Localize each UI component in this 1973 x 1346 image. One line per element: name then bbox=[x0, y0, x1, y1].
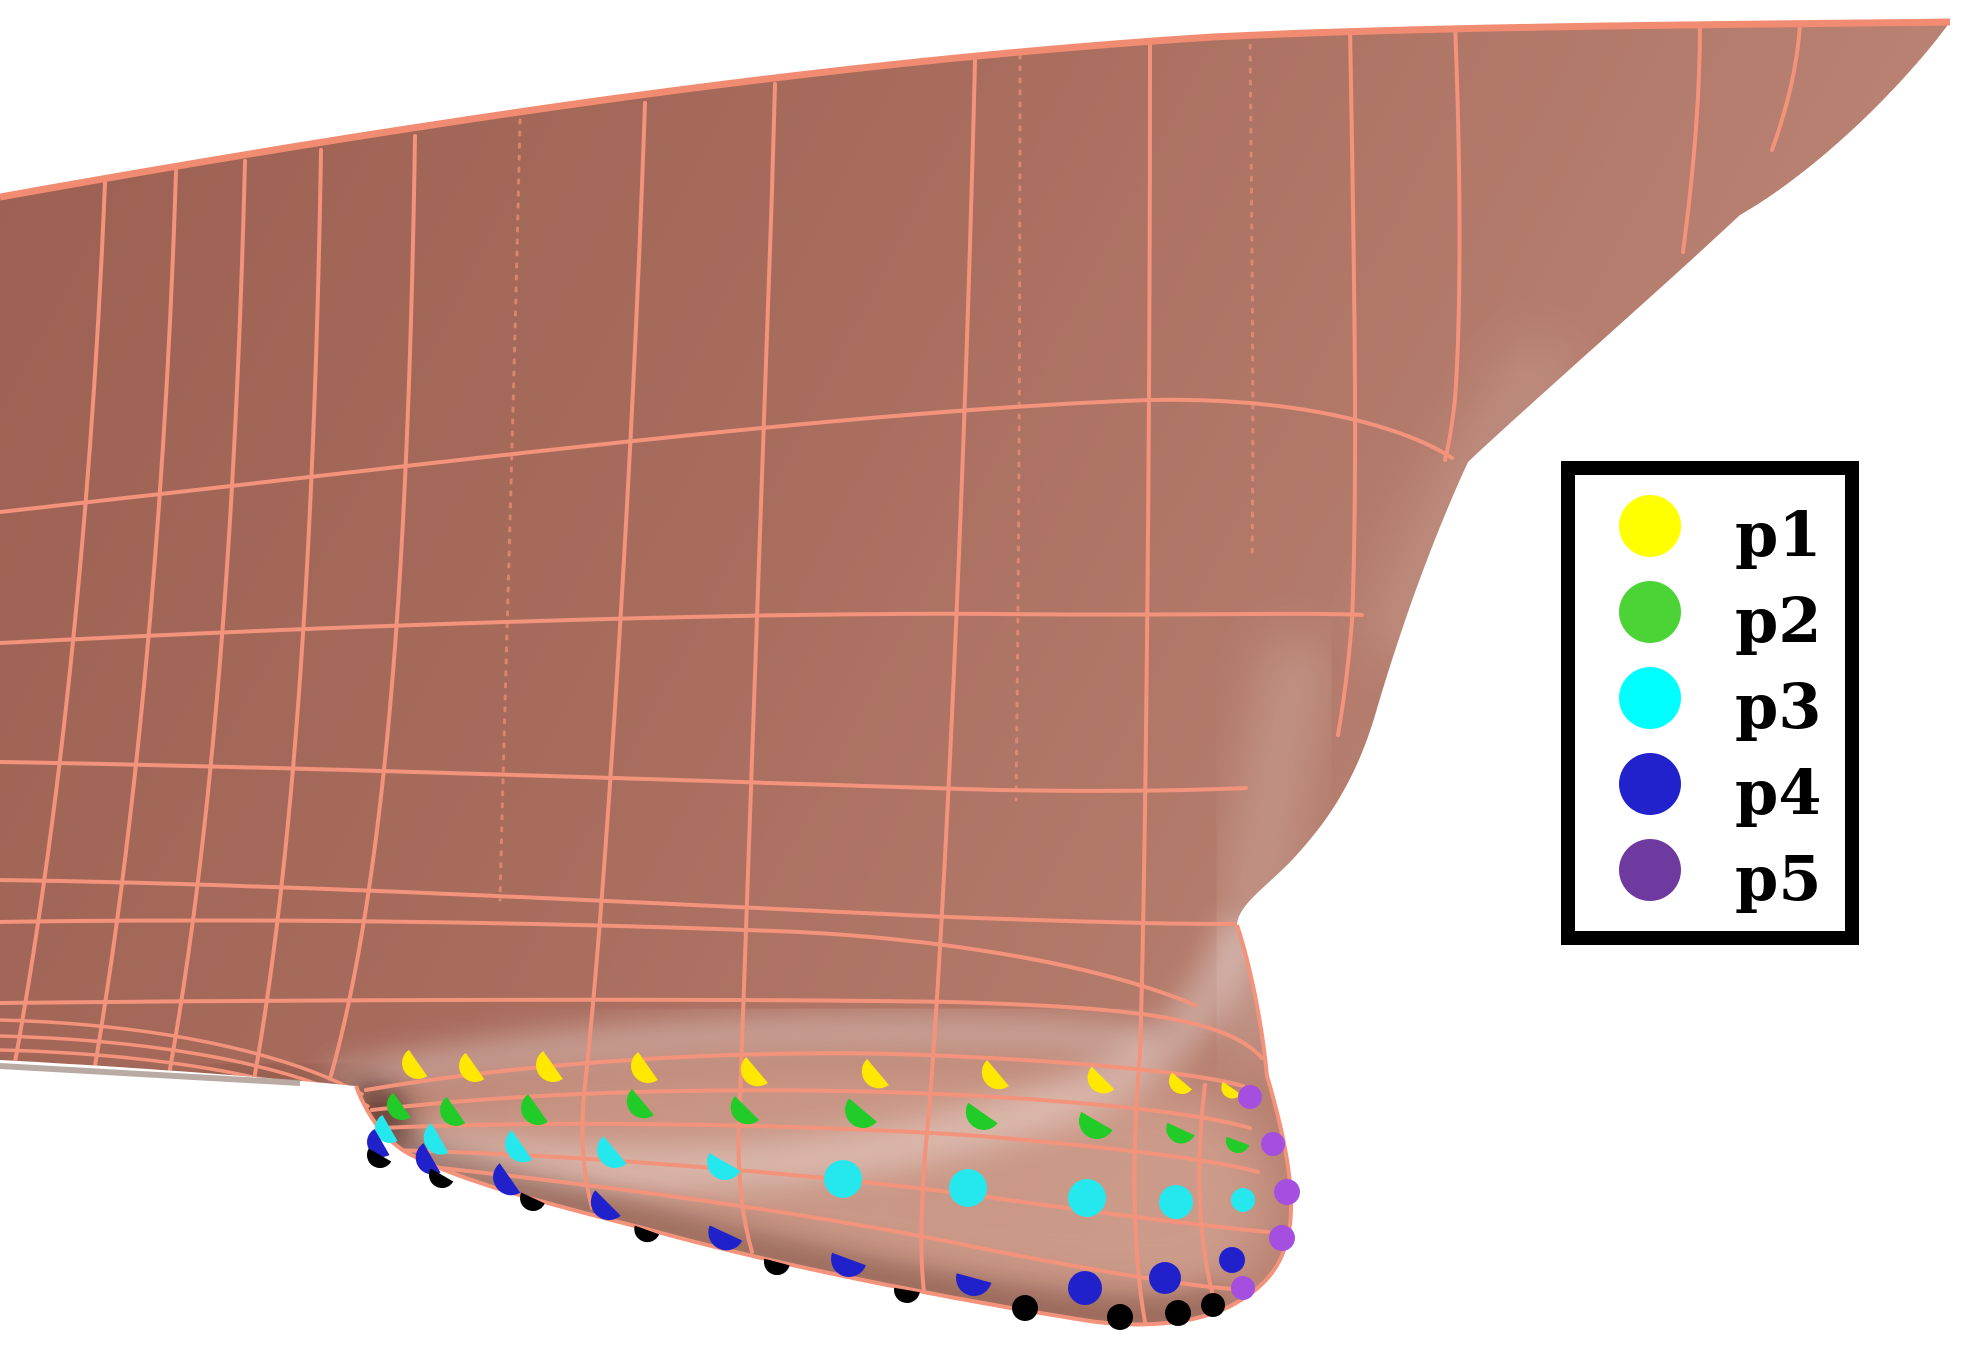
data-point-p3 bbox=[1231, 1188, 1255, 1212]
data-point-p1 bbox=[1168, 1072, 1192, 1095]
data-point-p4 bbox=[830, 1252, 866, 1278]
legend-marker-p4 bbox=[1619, 753, 1681, 815]
points-p3 bbox=[375, 1115, 1255, 1219]
data-point-keel bbox=[366, 1148, 392, 1169]
legend-label-p5: p5 bbox=[1735, 842, 1822, 915]
data-point-p4 bbox=[367, 1129, 390, 1157]
data-point-p5 bbox=[1231, 1276, 1255, 1300]
data-point-p4 bbox=[493, 1163, 521, 1196]
data-point-keel bbox=[519, 1192, 545, 1212]
data-point-keel bbox=[1012, 1295, 1038, 1321]
hull-wireframe-grid bbox=[0, 22, 1802, 1324]
points-keel bbox=[366, 1148, 1225, 1330]
data-point-p5 bbox=[1269, 1225, 1295, 1251]
data-point-p4 bbox=[590, 1190, 621, 1221]
data-point-p4 bbox=[415, 1143, 441, 1175]
bulb-top-sheen bbox=[326, 1012, 1152, 1099]
data-point-p5 bbox=[1238, 1085, 1262, 1109]
waterlines bbox=[0, 397, 1454, 1060]
data-point-p3 bbox=[706, 1153, 741, 1181]
data-point-keel bbox=[893, 1287, 920, 1304]
data-point-p1 bbox=[861, 1059, 889, 1089]
data-point-keel bbox=[1201, 1293, 1225, 1317]
bottom-plate-edge bbox=[0, 1063, 301, 1086]
data-point-p2 bbox=[520, 1094, 548, 1126]
keel-edge-line bbox=[354, 924, 1294, 1327]
data-point-p1 bbox=[1221, 1081, 1241, 1099]
legend-label-p3: p3 bbox=[1735, 670, 1822, 743]
data-point-p1 bbox=[535, 1051, 563, 1083]
keel-shadow bbox=[405, 1137, 1231, 1325]
legend-items: p1 p2 p3 p4 p5 bbox=[1619, 495, 1822, 915]
faint-station-lines bbox=[498, 31, 1255, 902]
legend: p1 p2 p3 p4 p5 bbox=[1561, 461, 1859, 945]
points-p2 bbox=[386, 1089, 1250, 1154]
data-point-keel bbox=[428, 1168, 454, 1189]
data-point-p3 bbox=[423, 1123, 449, 1155]
data-point-p2 bbox=[1225, 1136, 1250, 1154]
data-point-p4 bbox=[708, 1225, 743, 1251]
legend-label-p4: p4 bbox=[1735, 756, 1822, 829]
data-point-p3 bbox=[824, 1160, 862, 1198]
data-point-keel bbox=[1107, 1304, 1133, 1330]
data-point-p2 bbox=[386, 1092, 411, 1121]
data-point-p3 bbox=[1159, 1185, 1193, 1219]
data-point-p4 bbox=[1149, 1262, 1181, 1294]
points-p4 bbox=[367, 1129, 1245, 1305]
data-point-p4 bbox=[955, 1273, 992, 1296]
points-p1 bbox=[402, 1049, 1241, 1099]
data-point-p1 bbox=[1087, 1066, 1115, 1094]
data-point-p3 bbox=[505, 1130, 533, 1163]
points-p5 bbox=[1231, 1085, 1300, 1300]
data-point-p2 bbox=[965, 1102, 998, 1130]
data-point-p2 bbox=[439, 1096, 466, 1127]
data-point-p1 bbox=[631, 1052, 658, 1083]
data-point-p1 bbox=[402, 1049, 428, 1079]
data-point-p5 bbox=[1261, 1132, 1285, 1156]
data-point-p5 bbox=[1274, 1179, 1300, 1205]
deck-edge-line bbox=[0, 18, 1951, 201]
data-point-p3 bbox=[949, 1169, 987, 1207]
data-point-p1 bbox=[459, 1052, 485, 1082]
legend-marker-p1 bbox=[1619, 495, 1681, 557]
legend-box bbox=[1561, 461, 1859, 945]
data-point-p3 bbox=[1068, 1179, 1106, 1217]
data-point-p2 bbox=[844, 1098, 877, 1129]
legend-label-p1: p1 bbox=[1735, 498, 1822, 571]
data-point-p1 bbox=[740, 1057, 768, 1087]
data-point-keel bbox=[1165, 1300, 1191, 1326]
data-point-p4 bbox=[1068, 1271, 1102, 1305]
data-point-p2 bbox=[730, 1096, 759, 1125]
station-lines bbox=[13, 22, 1802, 1324]
data-point-p2 bbox=[1078, 1112, 1113, 1140]
legend-marker-p3 bbox=[1619, 667, 1681, 729]
data-point-p2 bbox=[626, 1089, 654, 1119]
data-point-p1 bbox=[981, 1060, 1009, 1090]
data-point-p4 bbox=[1219, 1247, 1245, 1273]
bow-s-sheen bbox=[385, 919, 1263, 1192]
data-point-p3 bbox=[596, 1136, 627, 1169]
probe-points-layer bbox=[366, 1049, 1300, 1330]
data-point-keel bbox=[634, 1225, 660, 1243]
legend-marker-p5 bbox=[1619, 839, 1681, 901]
legend-label-p2: p2 bbox=[1735, 584, 1822, 657]
data-point-keel bbox=[763, 1258, 790, 1276]
legend-marker-p2 bbox=[1619, 581, 1681, 643]
data-point-p2 bbox=[1166, 1122, 1195, 1144]
data-point-p3 bbox=[375, 1115, 398, 1143]
